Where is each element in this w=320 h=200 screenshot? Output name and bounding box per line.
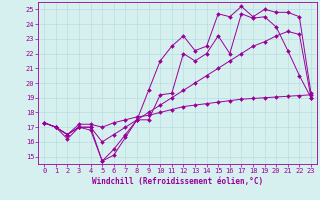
X-axis label: Windchill (Refroidissement éolien,°C): Windchill (Refroidissement éolien,°C) (92, 177, 263, 186)
